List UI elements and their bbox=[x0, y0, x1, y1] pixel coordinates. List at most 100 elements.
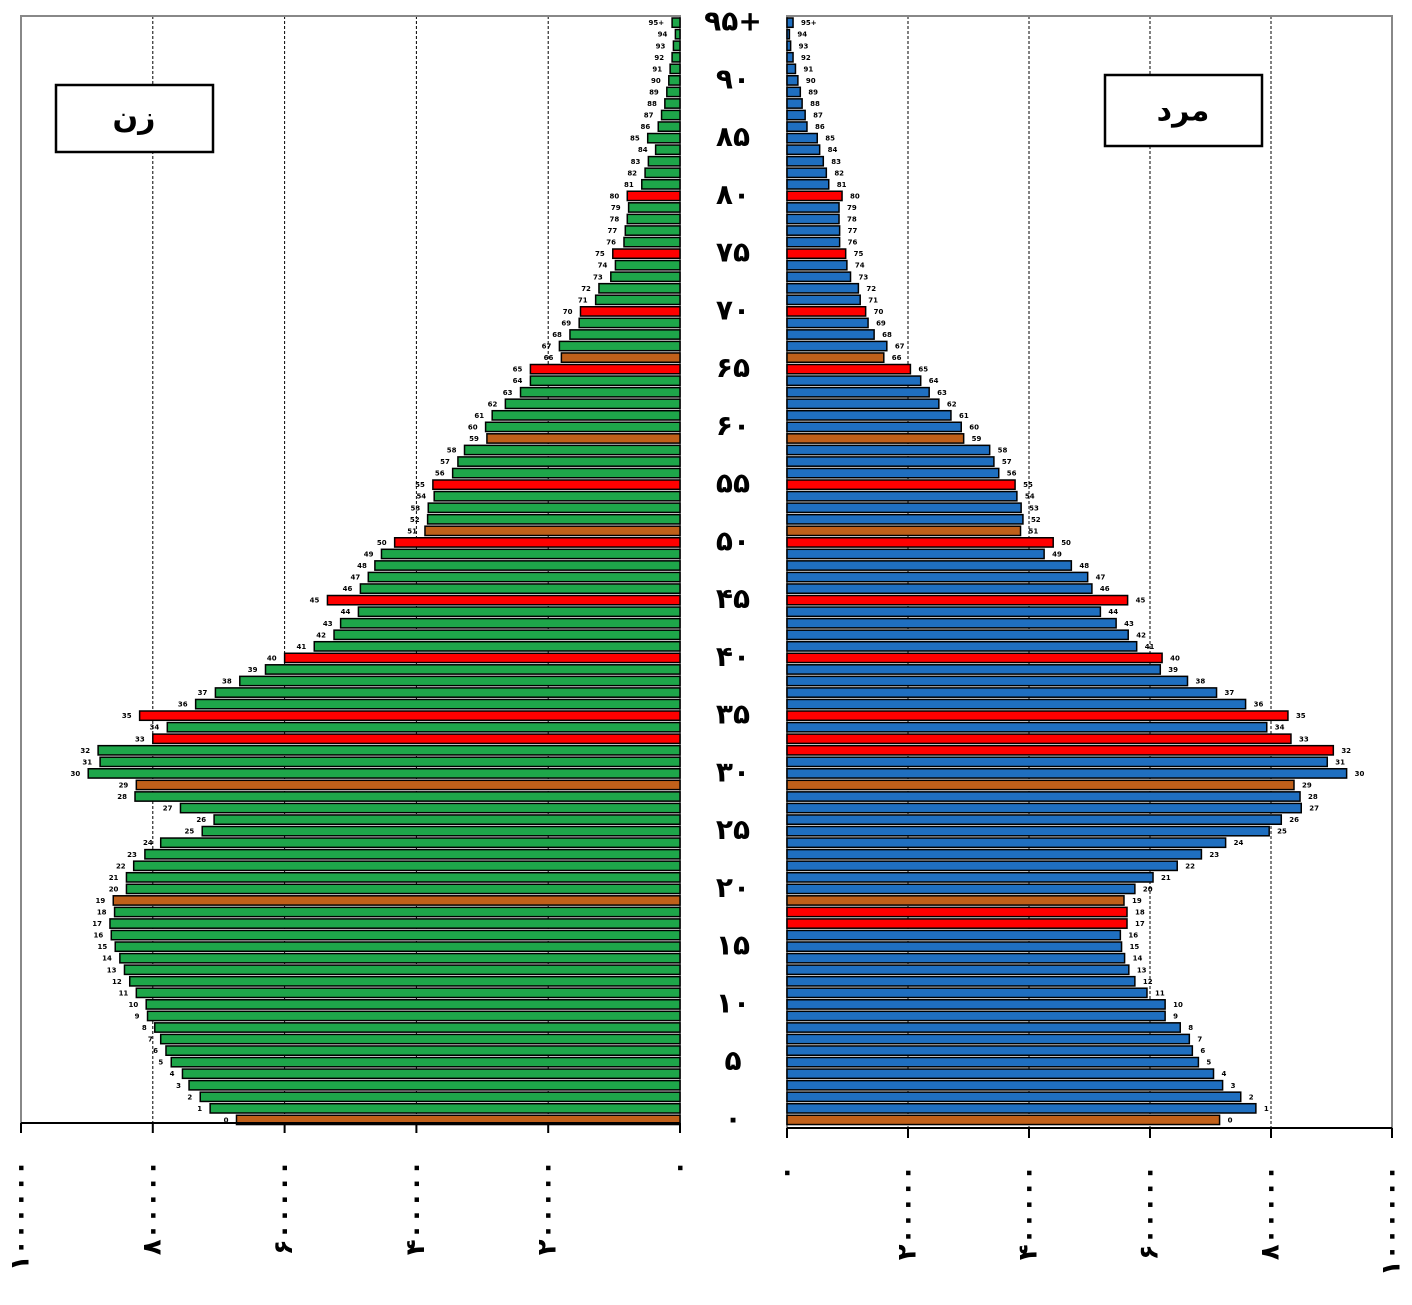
female-bar bbox=[641, 178, 681, 190]
female-bar bbox=[529, 363, 681, 375]
male-bar bbox=[786, 837, 1227, 849]
female-bar bbox=[152, 733, 681, 745]
female-bar bbox=[135, 987, 681, 999]
male-bar-age-label: 70 bbox=[874, 308, 884, 316]
male-bar bbox=[786, 409, 952, 421]
female-bar bbox=[97, 744, 681, 756]
male-bar-age-label: 67 bbox=[895, 343, 905, 351]
female-bar-age-label: 7 bbox=[148, 1036, 153, 1044]
female-bar bbox=[201, 825, 681, 837]
female-bar bbox=[181, 1068, 681, 1080]
female-bar-labels: 0123456789101112131415161718192021222324… bbox=[70, 19, 667, 1124]
male-bar-age-label: 26 bbox=[1289, 816, 1299, 824]
male-bar-age-label: 34 bbox=[1275, 724, 1285, 732]
male-bar bbox=[786, 860, 1178, 872]
female-bar bbox=[359, 583, 681, 595]
male-bar bbox=[786, 167, 828, 179]
male-bar bbox=[786, 444, 991, 456]
male-bar bbox=[786, 1033, 1191, 1045]
age-tick-label: ۵۵ bbox=[716, 467, 750, 500]
male-bar-age-label: 94 bbox=[797, 31, 807, 39]
male-bar bbox=[786, 433, 965, 444]
female-bar bbox=[99, 756, 681, 768]
male-bar-age-label: 90 bbox=[806, 77, 816, 85]
male-bar-age-label: 51 bbox=[1029, 527, 1039, 535]
female-x-axis: ۰ ۲۰۰۰۰۰ ۴۰۰۰۰۰ ۶۰۰۰۰۰ ۸۰۰۰۰۰ ۱۰۰۰۰۰۰ bbox=[6, 1122, 695, 1271]
male-bar bbox=[786, 1114, 1221, 1126]
male-bar bbox=[786, 583, 1093, 595]
female-bar-age-label: 19 bbox=[96, 897, 106, 905]
female-bar bbox=[333, 629, 681, 641]
male-bar bbox=[786, 178, 830, 190]
male-bar-age-label: 86 bbox=[815, 123, 825, 131]
female-bar bbox=[239, 675, 681, 687]
female-bar-age-label: 47 bbox=[351, 574, 361, 582]
female-bar bbox=[504, 398, 681, 410]
male-bar bbox=[786, 375, 922, 387]
male-bar-age-label: 9 bbox=[1173, 1012, 1178, 1020]
male-bar bbox=[786, 306, 867, 317]
male-bar bbox=[786, 895, 1125, 906]
female-bar bbox=[519, 386, 681, 398]
female-bar-age-label: 2 bbox=[187, 1093, 192, 1101]
male-bar-age-label: 91 bbox=[803, 65, 813, 73]
male-bar-age-label: 20 bbox=[1143, 885, 1153, 893]
female-bar bbox=[666, 86, 681, 98]
male-axis-tick-label: ۸۰۰۰۰۰ bbox=[1256, 1165, 1286, 1260]
female-bar-age-label: 87 bbox=[644, 112, 654, 120]
female-bar bbox=[426, 513, 681, 525]
male-bar bbox=[786, 1068, 1215, 1080]
age-tick-label: ۸۰ bbox=[716, 178, 750, 211]
female-bar bbox=[486, 433, 681, 444]
female-bar-age-label: 37 bbox=[198, 689, 208, 697]
male-bar bbox=[786, 1045, 1194, 1056]
male-bar-age-label: 12 bbox=[1143, 978, 1153, 986]
male-bar-age-label: 82 bbox=[834, 169, 844, 177]
female-bar bbox=[569, 329, 681, 340]
female-bar-age-label: 28 bbox=[117, 793, 127, 801]
female-bar bbox=[579, 306, 681, 317]
female-bar bbox=[529, 375, 681, 387]
male-bar-age-label: 88 bbox=[810, 100, 820, 108]
female-bar bbox=[594, 294, 681, 306]
female-axis-tick-label: ۱۰۰۰۰۰۰ bbox=[6, 1160, 36, 1271]
female-bar bbox=[109, 918, 681, 929]
female-bar bbox=[427, 502, 681, 514]
male-bar bbox=[786, 537, 1054, 548]
male-bar bbox=[786, 941, 1123, 953]
male-bar-age-label: 39 bbox=[1168, 666, 1178, 674]
male-bar-age-label: 44 bbox=[1108, 608, 1118, 616]
male-bar bbox=[786, 710, 1289, 722]
female-bar-age-label: 33 bbox=[135, 735, 145, 743]
female-bar-age-label: 18 bbox=[97, 909, 107, 917]
female-bar bbox=[114, 941, 681, 953]
male-bar-age-label: 1 bbox=[1264, 1105, 1269, 1113]
female-bar bbox=[646, 132, 681, 144]
female-bar bbox=[154, 1022, 681, 1033]
female-bar-age-label: 40 bbox=[267, 654, 277, 662]
male-bar bbox=[786, 906, 1128, 918]
female-bar-age-label: 8 bbox=[142, 1024, 147, 1032]
female-bar bbox=[194, 698, 681, 710]
male-bar-age-label: 63 bbox=[937, 389, 947, 397]
male-bar-age-label: 53 bbox=[1029, 504, 1039, 512]
female-bar-age-label: 36 bbox=[178, 701, 188, 709]
female-bar-age-label: 11 bbox=[119, 989, 129, 997]
male-bar bbox=[786, 51, 794, 63]
male-bar bbox=[786, 814, 1283, 826]
age-tick-label: ۹۵+ bbox=[704, 5, 762, 38]
male-bar-age-label: 32 bbox=[1341, 747, 1351, 755]
female-bar bbox=[614, 259, 681, 271]
female-bar bbox=[393, 537, 681, 548]
male-bar-age-label: 22 bbox=[1185, 862, 1195, 870]
female-bar bbox=[165, 1045, 681, 1056]
male-bar-age-label: 81 bbox=[837, 181, 847, 189]
female-bar-age-label: 57 bbox=[440, 458, 450, 466]
female-bar bbox=[624, 225, 681, 236]
female-bar-age-label: 30 bbox=[70, 770, 80, 778]
female-bar bbox=[264, 664, 681, 675]
female-bar-age-label: 69 bbox=[561, 319, 571, 327]
male-bar-age-label: 4 bbox=[1222, 1070, 1227, 1078]
male-bar-age-label: 23 bbox=[1209, 851, 1219, 859]
